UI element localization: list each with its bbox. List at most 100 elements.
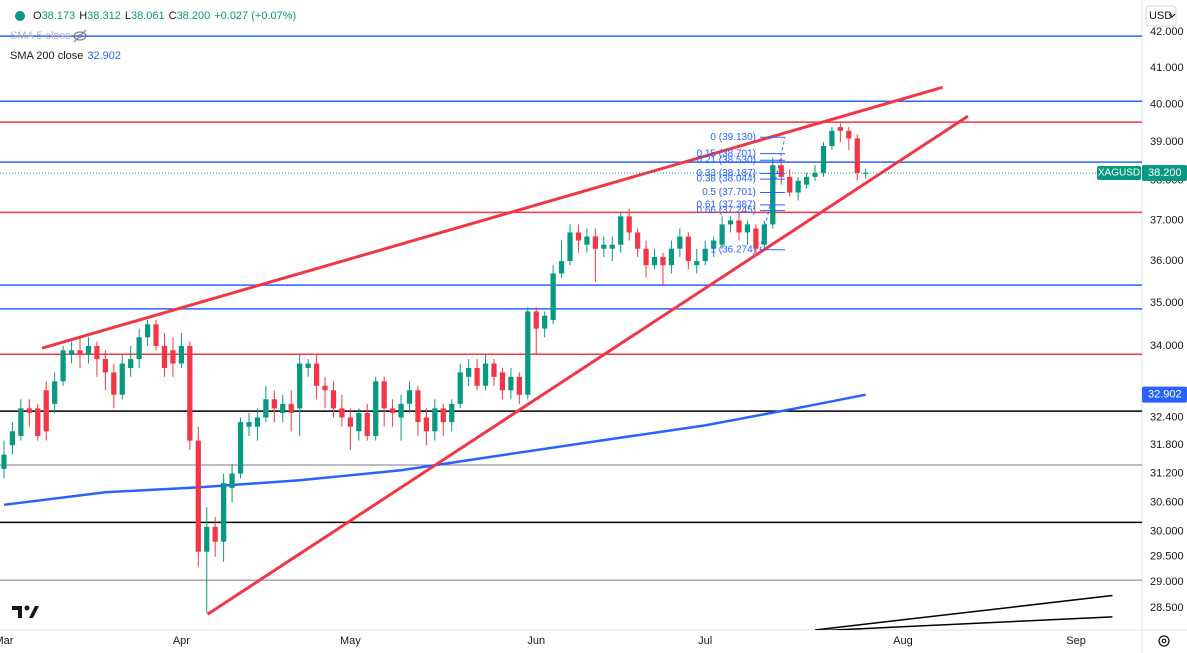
- candle-body: [68, 350, 75, 355]
- candle-body: [660, 256, 666, 266]
- y-tick-label: 28.500: [1150, 602, 1184, 614]
- candle-body: [406, 390, 413, 404]
- candle-body: [575, 232, 582, 241]
- candle-body: [254, 417, 261, 427]
- candle-body: [567, 232, 573, 262]
- indicator-value: 32.902: [87, 50, 121, 62]
- candle-body: [609, 244, 615, 249]
- hidden-indicator[interactable]: SMA 5 close: [10, 30, 71, 42]
- candle-body: [111, 372, 117, 395]
- candle-body: [440, 408, 446, 423]
- candle-body: [736, 220, 742, 233]
- candle-body: [516, 376, 522, 395]
- chevron: [1168, 13, 1176, 18]
- candle-body: [491, 363, 497, 377]
- fib-label: 0.61 (37.387): [697, 200, 757, 211]
- candle-body: [778, 165, 784, 177]
- currency-label[interactable]: USD: [1149, 10, 1172, 22]
- y-tick-label: 30.000: [1150, 526, 1184, 538]
- fib-label: 0.38 (38.044): [697, 174, 757, 185]
- x-tick-label: May: [340, 635, 361, 647]
- candle-body: [280, 403, 286, 413]
- trendline: [206, 114, 969, 616]
- candle-body: [592, 236, 598, 249]
- price-tag-label: 38.200: [1148, 167, 1182, 179]
- x-tick-label: Sep: [1066, 635, 1086, 647]
- candle-body: [854, 138, 860, 173]
- ohlc-header: O38.173 H38.312 L38.061 C38.200 +0.027 (+0.0…: [33, 10, 296, 22]
- x-tick-label: Aug: [893, 635, 913, 647]
- y-tick-label: 36.000: [1150, 255, 1184, 267]
- fib-trend: [759, 137, 786, 250]
- fib-label: 1 (36.274): [710, 244, 756, 255]
- candle-body: [626, 216, 632, 233]
- y-tick-label: 32.400: [1150, 411, 1184, 423]
- status-dot: [15, 11, 25, 21]
- candle-body: [364, 412, 370, 436]
- candle-body: [330, 390, 337, 409]
- candle-body: [313, 363, 320, 386]
- sma-tag-label: 32.902: [1148, 389, 1182, 401]
- indicator-name[interactable]: SMA 200 close: [10, 50, 83, 62]
- x-tick-label: Mar: [0, 635, 14, 647]
- candle-body: [178, 345, 185, 364]
- candle-body: [356, 412, 362, 432]
- fib-label: 0.21 (38.530): [697, 155, 757, 166]
- candle-body: [694, 261, 700, 266]
- y-tick-label: 37.000: [1150, 214, 1184, 226]
- candle-body: [846, 130, 852, 139]
- candle-body: [271, 399, 277, 409]
- candle-body: [795, 180, 801, 193]
- trendline: [818, 616, 1113, 630]
- candle-body: [618, 216, 624, 245]
- ohlc-change: +0.027 (+0.07%): [214, 10, 296, 22]
- ohlc-value: 38.312: [87, 10, 121, 22]
- candle-body: [820, 146, 827, 173]
- ohlc-key: H: [79, 10, 87, 22]
- y-tick-label: 31.200: [1150, 467, 1184, 479]
- candle-body: [668, 248, 675, 266]
- symbol-tag-label: XAGUSD: [1098, 168, 1140, 179]
- candle-body: [702, 248, 708, 262]
- candle-body: [761, 224, 767, 245]
- fib-label: 0.15 (38.701): [697, 148, 757, 159]
- candle-body: [18, 408, 24, 436]
- candle-body: [423, 417, 430, 432]
- candle-body: [685, 236, 691, 262]
- candle-body: [94, 345, 100, 360]
- ohlc-value: 38.173: [42, 10, 76, 22]
- currency-button[interactable]: [1145, 5, 1177, 27]
- candle-body: [212, 526, 218, 542]
- candle-body: [26, 408, 32, 413]
- candle-body: [449, 403, 455, 423]
- symbol-tag: [1097, 165, 1141, 180]
- candle-body: [153, 324, 159, 346]
- candle-body: [558, 261, 565, 274]
- candle-body: [389, 408, 396, 413]
- y-tick-label: 31.800: [1150, 439, 1184, 451]
- y-tick-label: 29.000: [1150, 576, 1184, 588]
- candle-body: [508, 376, 514, 391]
- ohlc-key: O: [33, 10, 42, 22]
- candle-body: [753, 228, 759, 249]
- candle-body: [246, 422, 252, 427]
- fib-label: 0.33 (38.187): [697, 168, 757, 179]
- candle-body: [305, 363, 311, 368]
- candle-body: [719, 224, 725, 245]
- ohlc-value: 38.200: [177, 10, 211, 22]
- candle-body: [229, 473, 235, 488]
- candle-body: [144, 324, 151, 338]
- fib-label: 0 (39.130): [710, 132, 756, 143]
- candle-body: [60, 350, 66, 382]
- candle-body: [204, 526, 210, 552]
- candle-body: [221, 483, 227, 542]
- candle-body: [1, 454, 7, 469]
- price-tag: [1142, 164, 1187, 181]
- eye-off-icon[interactable]: [73, 29, 87, 43]
- candle-body: [415, 390, 421, 423]
- settings-icon[interactable]: [1158, 635, 1170, 647]
- candle-body: [533, 311, 539, 329]
- y-tick-label: 41.000: [1150, 62, 1184, 74]
- candle-body: [52, 381, 58, 404]
